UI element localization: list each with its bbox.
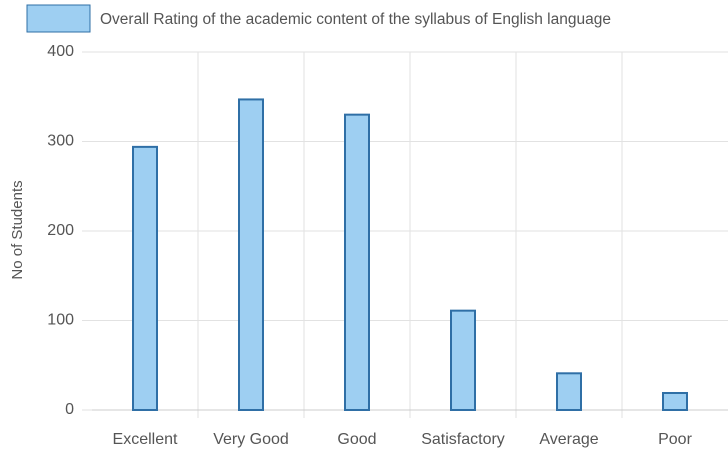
y-tick-label: 0 <box>65 401 74 418</box>
bar <box>662 391 688 411</box>
bar <box>556 372 582 411</box>
y-tick-label: 300 <box>47 133 74 150</box>
x-tick-label: Poor <box>658 431 692 448</box>
x-tick-label: Excellent <box>113 431 178 448</box>
x-tick-label: Satisfactory <box>421 431 505 448</box>
legend-swatch <box>26 4 91 33</box>
legend-label: Overall Rating of the academic content o… <box>100 11 611 28</box>
y-axis-title: No of Students <box>9 180 26 279</box>
bar <box>132 145 158 411</box>
x-tick-label: Very Good <box>213 431 289 448</box>
bar <box>344 113 370 412</box>
bar <box>450 309 476 411</box>
bar <box>238 98 264 411</box>
x-tick-label: Good <box>337 431 376 448</box>
y-tick-label: 100 <box>47 312 74 329</box>
x-tick-label: Average <box>539 431 598 448</box>
y-tick-label: 400 <box>47 43 74 60</box>
y-tick-label: 200 <box>47 222 74 239</box>
